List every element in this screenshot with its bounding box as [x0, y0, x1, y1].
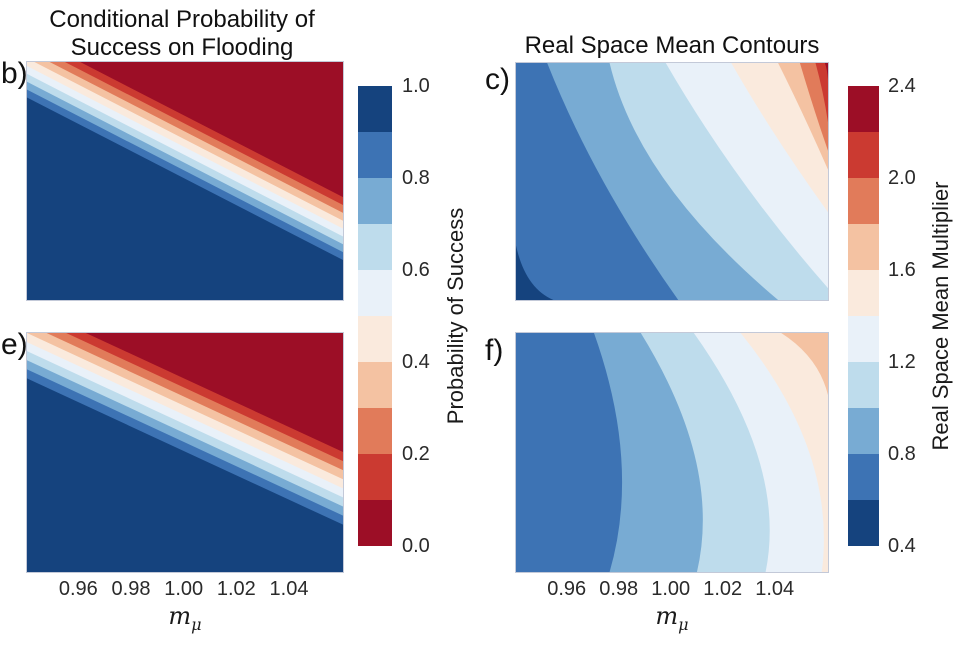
- colorbar-tick-label: 1.0: [402, 75, 430, 97]
- colorbar-multiplier: [848, 86, 879, 546]
- colorbar-segment: [848, 178, 879, 224]
- colorbar-tick-label: 0.2: [402, 443, 430, 465]
- x-tick-label: 1.02: [216, 578, 256, 600]
- colorbar-segment: [358, 270, 392, 316]
- colorbar-segment: [358, 178, 392, 224]
- x-tick-label: 0.98: [111, 578, 151, 600]
- contour-panel-c: [515, 62, 829, 301]
- colorbar-segment: [848, 500, 879, 546]
- colorbar-segment: [358, 86, 392, 132]
- x-tick-label: 0.96: [58, 578, 98, 600]
- colorbar-tick-label: 1.6: [888, 259, 916, 281]
- colorbar-tick-label: 2.0: [888, 167, 916, 189]
- contour-panel-f: [515, 332, 829, 573]
- colorbar-tick-label: 0.8: [888, 443, 916, 465]
- colorbar-tick-label: 0.8: [402, 167, 430, 189]
- x-tick-label: 1.00: [164, 578, 204, 600]
- colorbar-segment: [848, 132, 879, 178]
- contour-panel-e: [26, 332, 344, 573]
- colorbar-segment: [358, 500, 392, 546]
- x-tick-label: 1.04: [755, 578, 795, 600]
- panel-label-f: f): [485, 334, 504, 367]
- colorbar-multiplier-label: Real Space Mean Multiplier: [928, 181, 953, 451]
- left-title-line1: Conditional Probability of: [49, 6, 315, 33]
- x-tick-label: 1.00: [651, 578, 691, 600]
- colorbar-probability: [358, 86, 392, 546]
- panel-label-b: b): [1, 57, 28, 90]
- colorbar-tick-label: 0.4: [888, 535, 916, 557]
- x-tick-label: 1.02: [703, 578, 743, 600]
- x-tick-label: 0.96: [547, 578, 587, 600]
- colorbar-segment: [358, 408, 392, 454]
- x-tick-label: 1.04: [269, 578, 309, 600]
- colorbar-segment: [848, 86, 879, 132]
- colorbar-segment: [848, 270, 879, 316]
- colorbar-segment: [848, 362, 879, 408]
- panel-label-c: c): [485, 63, 510, 96]
- colorbar-tick-label: 0.4: [402, 351, 430, 373]
- x-axis-label-left: mμ: [168, 602, 202, 634]
- x-tick-label: 0.98: [599, 578, 639, 600]
- colorbar-segment: [358, 454, 392, 500]
- colorbar-probability-label: Probability of Success: [443, 207, 468, 425]
- colorbar-tick-label: 0.0: [402, 535, 430, 557]
- colorbar-segment: [848, 316, 879, 362]
- x-axis-label-right: mμ: [655, 602, 689, 634]
- right-title: Real Space Mean Contours: [524, 32, 820, 59]
- colorbar-segment: [358, 362, 392, 408]
- contour-panel-b: [26, 61, 344, 301]
- colorbar-tick-label: 2.4: [888, 75, 916, 97]
- colorbar-segment: [358, 224, 392, 270]
- colorbar-segment: [848, 454, 879, 500]
- colorbar-segment: [848, 224, 879, 270]
- colorbar-tick-label: 1.2: [888, 351, 916, 373]
- colorbar-segment: [358, 132, 392, 178]
- panel-label-e: e): [1, 328, 28, 361]
- colorbar-segment: [358, 316, 392, 362]
- colorbar-tick-label: 0.6: [402, 259, 430, 281]
- colorbar-segment: [848, 408, 879, 454]
